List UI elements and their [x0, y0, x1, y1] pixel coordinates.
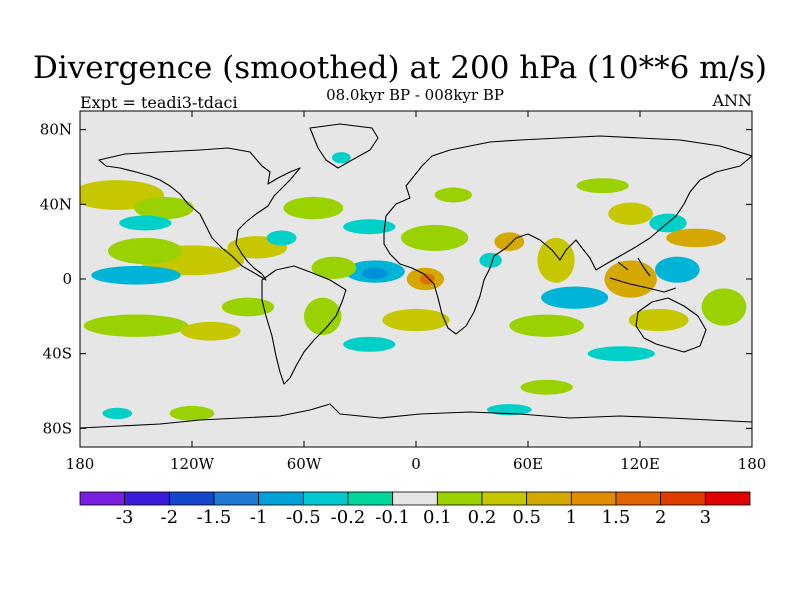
- y-tick-label: 40N: [40, 195, 72, 213]
- australia-coastline: [635, 297, 707, 353]
- x-axis: 180 120W 60W 0 60E 120E 180: [66, 111, 767, 473]
- colorbar-label: -0.2: [331, 507, 366, 528]
- x-tick-label: 60E: [513, 455, 543, 473]
- x-tick-label: 60W: [287, 455, 322, 473]
- coastline-layer: [80, 123, 752, 429]
- contour-region-indian-ocean-neg: [541, 286, 609, 309]
- colorbar-box: [570, 491, 617, 506]
- eurasia-africa-coastline: [383, 135, 752, 335]
- greenland-coastline: [309, 123, 379, 169]
- antarctica-coastline: [80, 403, 752, 429]
- colorbar-box: [526, 491, 572, 506]
- colorbar-box: [168, 491, 215, 506]
- contour-region-central-pacific-neg: [91, 265, 181, 285]
- contour-region-s-america-green: [304, 297, 342, 336]
- colorbar-box: [302, 491, 349, 506]
- colorbar-label: 1.5: [602, 507, 631, 528]
- colorbar: -3 -2 -1.5 -1 -0.5 -0.2 -0.1 0.1 0.2 0.5 1 1.5 2 3: [79, 491, 751, 528]
- colorbar-label: -0.5: [286, 507, 321, 528]
- colorbar-box: [79, 491, 126, 506]
- season-label: ANN: [712, 91, 752, 110]
- contour-region-s-ocean-green: [520, 379, 573, 395]
- x-tick-label: 0: [411, 455, 421, 473]
- contour-region-australia-pos: [628, 308, 689, 332]
- colorbar-label: -1.5: [197, 507, 232, 528]
- contour-region-siberia-green: [576, 178, 629, 194]
- contour-region-north-pacific-green: [134, 196, 194, 220]
- plot-subtitle: 08.0kyr BP - 008kyr BP: [326, 86, 504, 104]
- y-axis: 80N 40N 0 40S 80S: [40, 121, 752, 437]
- colorbar-label: 0.1: [423, 507, 452, 528]
- contour-region-south-pacific-pos: [180, 321, 241, 341]
- contour-region-south-atlantic-neg: [343, 336, 396, 352]
- y-tick-label: 80S: [43, 419, 72, 437]
- contour-region-north-pacific-neg: [119, 215, 172, 231]
- colorbar-label: 1: [566, 507, 577, 528]
- experiment-label: Expt = teadi3-tdaci: [80, 93, 238, 112]
- contour-region-south-indian-neg: [587, 346, 655, 362]
- x-tick-label: 180: [66, 455, 95, 473]
- colorbar-box: [347, 491, 394, 506]
- colorbar-box: [258, 491, 304, 506]
- contour-region-north-atlantic-neg: [343, 219, 396, 235]
- contour-region-north-atlantic-high-neg: [332, 152, 351, 164]
- y-tick-label: 80N: [40, 121, 72, 139]
- colorbar-label: -2: [161, 507, 179, 528]
- contour-region-north-atlantic-green: [283, 196, 344, 220]
- contour-region-east-pacific-green: [108, 237, 183, 265]
- colorbar-box: [436, 491, 483, 506]
- contour-region-n-africa-green: [401, 224, 469, 251]
- contour-region-caribbean-neg: [266, 230, 297, 246]
- colorbar-box: [660, 491, 706, 506]
- plot-title: Divergence (smoothed) at 200 hPa (10**6 …: [33, 50, 767, 86]
- contour-region-arabia-pos: [494, 232, 525, 252]
- contour-region-central-tropical-atlantic-core: [361, 267, 388, 279]
- colorbar-label: 2: [655, 507, 666, 528]
- contour-region-sw-pacific-green: [701, 288, 747, 326]
- contour-region-nw-pacific-pos: [666, 228, 726, 248]
- y-tick-label: 0: [62, 270, 72, 288]
- contour-region-antarctic-green: [169, 405, 215, 421]
- contour-region-indian-ocean-pos: [537, 237, 575, 283]
- south-america-coastline: [261, 265, 347, 385]
- north-america-coastline: [98, 147, 301, 281]
- contour-region-antarctic-neg: [102, 407, 133, 419]
- colorbar-label: -0.1: [375, 507, 410, 528]
- x-tick-label: 180: [738, 455, 767, 473]
- colorbar-label: 3: [700, 507, 711, 528]
- colorbar-box: [704, 491, 751, 506]
- x-tick-label: 120W: [170, 455, 215, 473]
- contour-region-east-tropical-atlantic-core: [419, 273, 435, 285]
- colorbar-box: [615, 491, 662, 506]
- contour-region-east-asia-pos: [608, 202, 654, 225]
- contour-region-south-pacific-green: [83, 314, 189, 337]
- contour-region-s-ocean-neg: [486, 404, 532, 416]
- contour-region-maritime-continent-pos: [604, 260, 657, 298]
- y-tick-label: 40S: [43, 345, 72, 363]
- maritime-continent-coastline: [609, 257, 677, 293]
- colorbar-box: [124, 491, 170, 506]
- x-tick-label: 120E: [620, 455, 660, 473]
- colorbar-label: -1: [250, 507, 268, 528]
- colorbar-label: 0.5: [512, 507, 541, 528]
- contour-region-se-pacific-green: [221, 297, 275, 317]
- contour-region-w-pacific-neg: [654, 256, 700, 283]
- contour-region-europe-green: [434, 187, 473, 203]
- contour-region-e-africa-neg: [479, 252, 502, 268]
- colorbar-label: -3: [116, 507, 134, 528]
- colorbar-label: 0.2: [468, 507, 497, 528]
- contour-region-south-indian-green: [509, 314, 584, 337]
- colorbar-box: [392, 491, 438, 506]
- contour-region-south-atlantic-pos: [382, 308, 450, 332]
- contour-region-west-atlantic-green: [311, 256, 357, 279]
- colorbar-box: [481, 491, 528, 506]
- colorbar-box: [213, 491, 260, 506]
